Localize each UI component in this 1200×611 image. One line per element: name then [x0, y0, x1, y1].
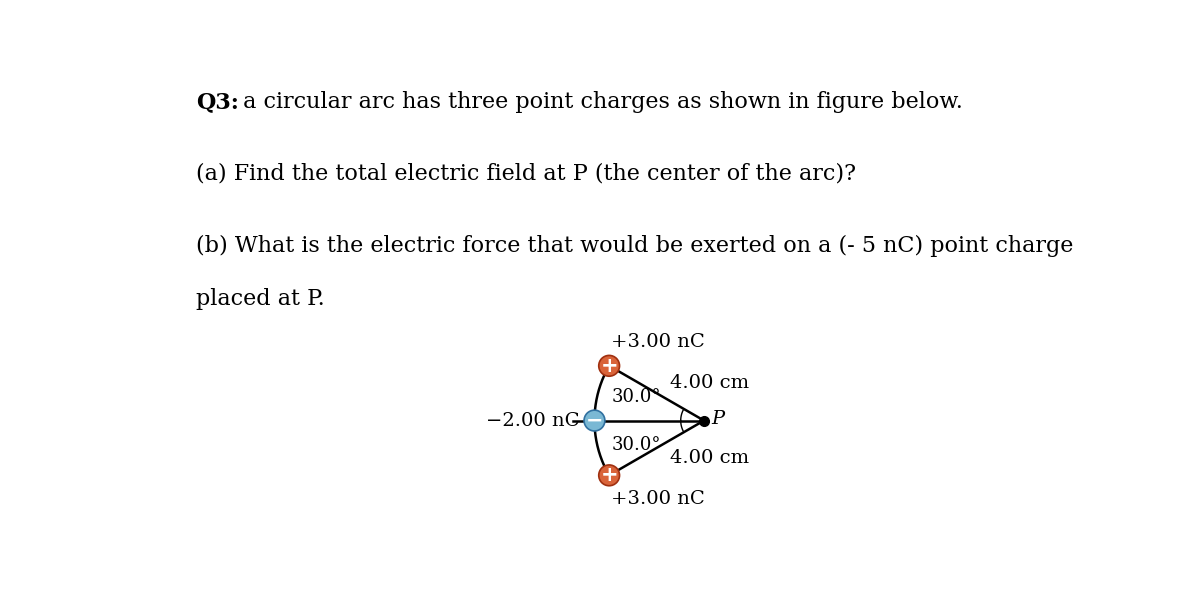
Text: (b) What is the electric force that would be exerted on a (- 5 nC) point charge: (b) What is the electric force that woul…	[197, 235, 1074, 257]
Text: +3.00 nC: +3.00 nC	[611, 333, 704, 351]
Circle shape	[599, 356, 619, 376]
Text: +: +	[600, 466, 618, 485]
Text: 4.00 cm: 4.00 cm	[671, 449, 749, 467]
Text: P: P	[710, 410, 724, 428]
Circle shape	[599, 465, 619, 486]
Text: +3.00 nC: +3.00 nC	[611, 491, 704, 508]
Circle shape	[584, 410, 605, 431]
Text: Q3:: Q3:	[197, 91, 239, 113]
Text: 4.00 cm: 4.00 cm	[671, 374, 749, 392]
Text: 30.0°: 30.0°	[612, 387, 661, 406]
Text: (a) Find the total electric field at P (the center of the arc)?: (a) Find the total electric field at P (…	[197, 163, 857, 185]
Text: a circular arc has three point charges as shown in figure below.: a circular arc has three point charges a…	[235, 91, 962, 113]
Text: placed at P.: placed at P.	[197, 288, 325, 310]
Text: 30.0°: 30.0°	[612, 436, 661, 453]
Text: −2.00 nC: −2.00 nC	[486, 412, 580, 430]
Text: −: −	[586, 411, 604, 431]
Text: +: +	[600, 356, 618, 376]
